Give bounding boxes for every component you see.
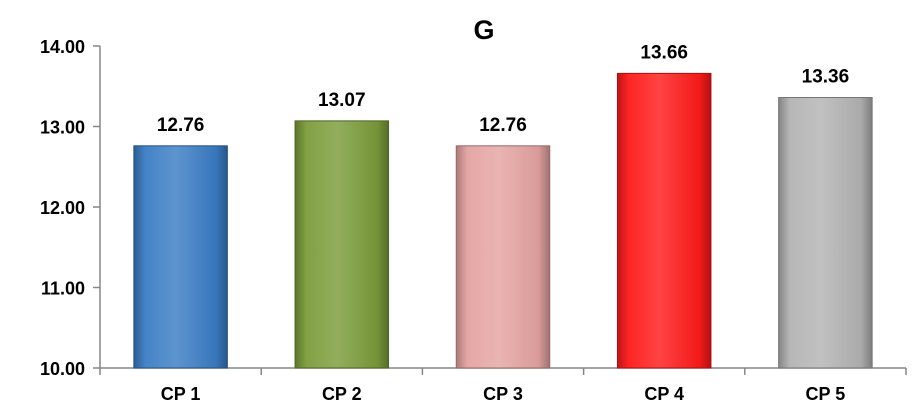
data-label: 12.76 bbox=[157, 115, 205, 136]
data-label: 12.76 bbox=[479, 115, 527, 136]
x-tick-label: CP 5 bbox=[806, 384, 846, 404]
bars bbox=[133, 72, 873, 369]
x-tick-label: CP 2 bbox=[322, 384, 362, 404]
bar-cp-1 bbox=[133, 145, 228, 369]
y-tick-label: 13.00 bbox=[40, 118, 85, 138]
x-tick-label: CP 3 bbox=[483, 384, 523, 404]
data-label: 13.07 bbox=[318, 90, 366, 111]
y-tick-label: 10.00 bbox=[40, 359, 85, 379]
chart-title: G bbox=[473, 15, 494, 45]
data-label: 13.36 bbox=[802, 67, 850, 88]
data-labels: 12.76 13.07 12.76 13.66 13.36 bbox=[157, 42, 849, 135]
bar-cp-3 bbox=[455, 145, 551, 369]
y-tick-label: 11.00 bbox=[41, 279, 85, 299]
y-tick-label: 12.00 bbox=[40, 198, 85, 218]
x-tick-label: CP 1 bbox=[161, 384, 201, 404]
data-label: 13.66 bbox=[640, 42, 688, 63]
x-axis: CP 1 CP 2 CP 3 CP 4 CP 5 bbox=[99, 367, 907, 404]
y-tick-label: 14.00 bbox=[40, 37, 85, 57]
y-axis: 10.00 11.00 12.00 13.00 14.00 bbox=[40, 37, 101, 379]
bar-cp-4 bbox=[616, 72, 712, 369]
x-tick-label: CP 4 bbox=[644, 384, 684, 404]
bar-cp-2 bbox=[294, 120, 390, 369]
bar-cp-5 bbox=[778, 97, 873, 369]
